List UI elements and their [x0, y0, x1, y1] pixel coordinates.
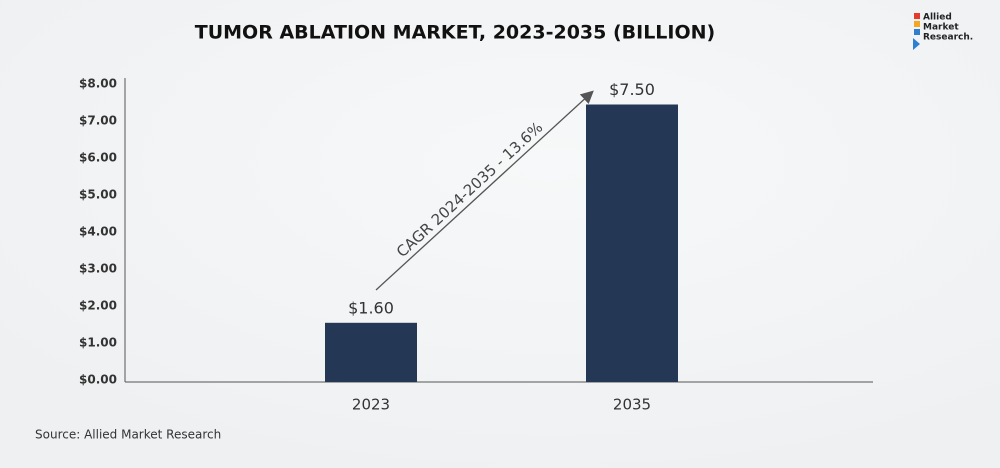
- y-tick-label: $6.00: [79, 151, 117, 165]
- bar: [586, 104, 678, 382]
- bar: [325, 322, 417, 382]
- y-tick-label: $3.00: [79, 262, 117, 276]
- y-tick-label: $8.00: [79, 77, 117, 91]
- y-tick-label: $7.00: [79, 114, 117, 128]
- logo: Allied Market Research.: [913, 13, 973, 50]
- cagr-arrow: [375, 90, 594, 291]
- y-tick-label: $4.00: [79, 225, 117, 239]
- value-label: $1.60: [348, 298, 394, 317]
- x-tick-label: 2023: [352, 396, 390, 414]
- logo-arrow: [913, 38, 920, 50]
- y-tick-label: $1.00: [79, 336, 117, 350]
- logo-square: [914, 21, 920, 27]
- y-tick-label: $0.00: [79, 373, 117, 387]
- logo-text: Allied: [923, 13, 952, 23]
- source: Source: Allied Market Research: [35, 428, 221, 442]
- chart-title: TUMOR ABLATION MARKET, 2023-2035 (BILLIO…: [195, 22, 715, 44]
- logo-square: [914, 13, 920, 19]
- y-tick-label: $5.00: [79, 188, 117, 202]
- logo-text: Research.: [923, 33, 973, 43]
- logo-text: Market: [923, 23, 959, 33]
- value-label: $7.50: [609, 80, 655, 99]
- x-tick-label: 2035: [613, 396, 651, 414]
- logo-square: [914, 29, 920, 35]
- y-tick-label: $2.00: [79, 299, 117, 313]
